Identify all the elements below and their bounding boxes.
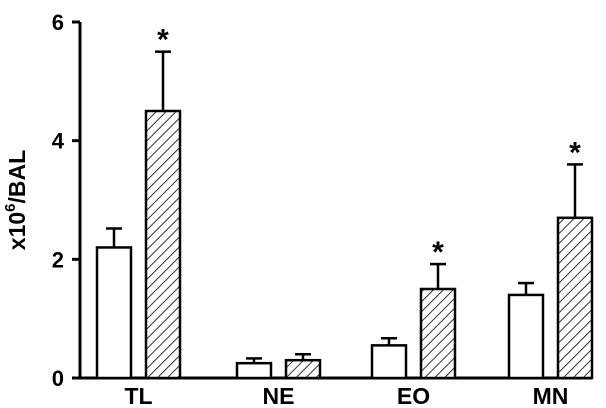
y-axis-label-exponent: 6	[2, 203, 19, 211]
x-tick-label: NE	[263, 383, 295, 408]
bar	[419, 287, 457, 380]
y-axis-label: x106/BAL	[2, 150, 30, 250]
bar	[235, 361, 273, 380]
bar	[556, 216, 594, 380]
significance-marker: *	[569, 136, 581, 169]
y-axis: 0 2 4 6	[52, 10, 82, 391]
y-axis-label-suffix: /BAL	[4, 150, 30, 204]
x-tick-label: MN	[533, 383, 569, 408]
y-tick-label: 0	[52, 366, 64, 391]
x-tick-labels: TL NE EO MN	[124, 383, 568, 408]
significance-marker: *	[432, 236, 444, 269]
x-tick-label: EO	[397, 383, 430, 408]
y-ticks: 0 2 4 6	[52, 10, 80, 391]
significance-marker: *	[157, 24, 169, 57]
x-tick-label: TL	[124, 383, 152, 408]
y-tick-label: 2	[52, 247, 64, 272]
bar	[370, 344, 408, 380]
y-tick-label: 6	[52, 10, 64, 35]
bars: * * *	[95, 24, 594, 380]
y-axis-label-prefix: x10	[4, 212, 30, 250]
bar	[507, 293, 545, 380]
bar	[284, 358, 322, 380]
y-tick-label: 4	[52, 129, 65, 154]
bar	[144, 109, 182, 380]
bar	[95, 246, 133, 380]
x-axis: TL NE EO MN	[80, 376, 592, 408]
